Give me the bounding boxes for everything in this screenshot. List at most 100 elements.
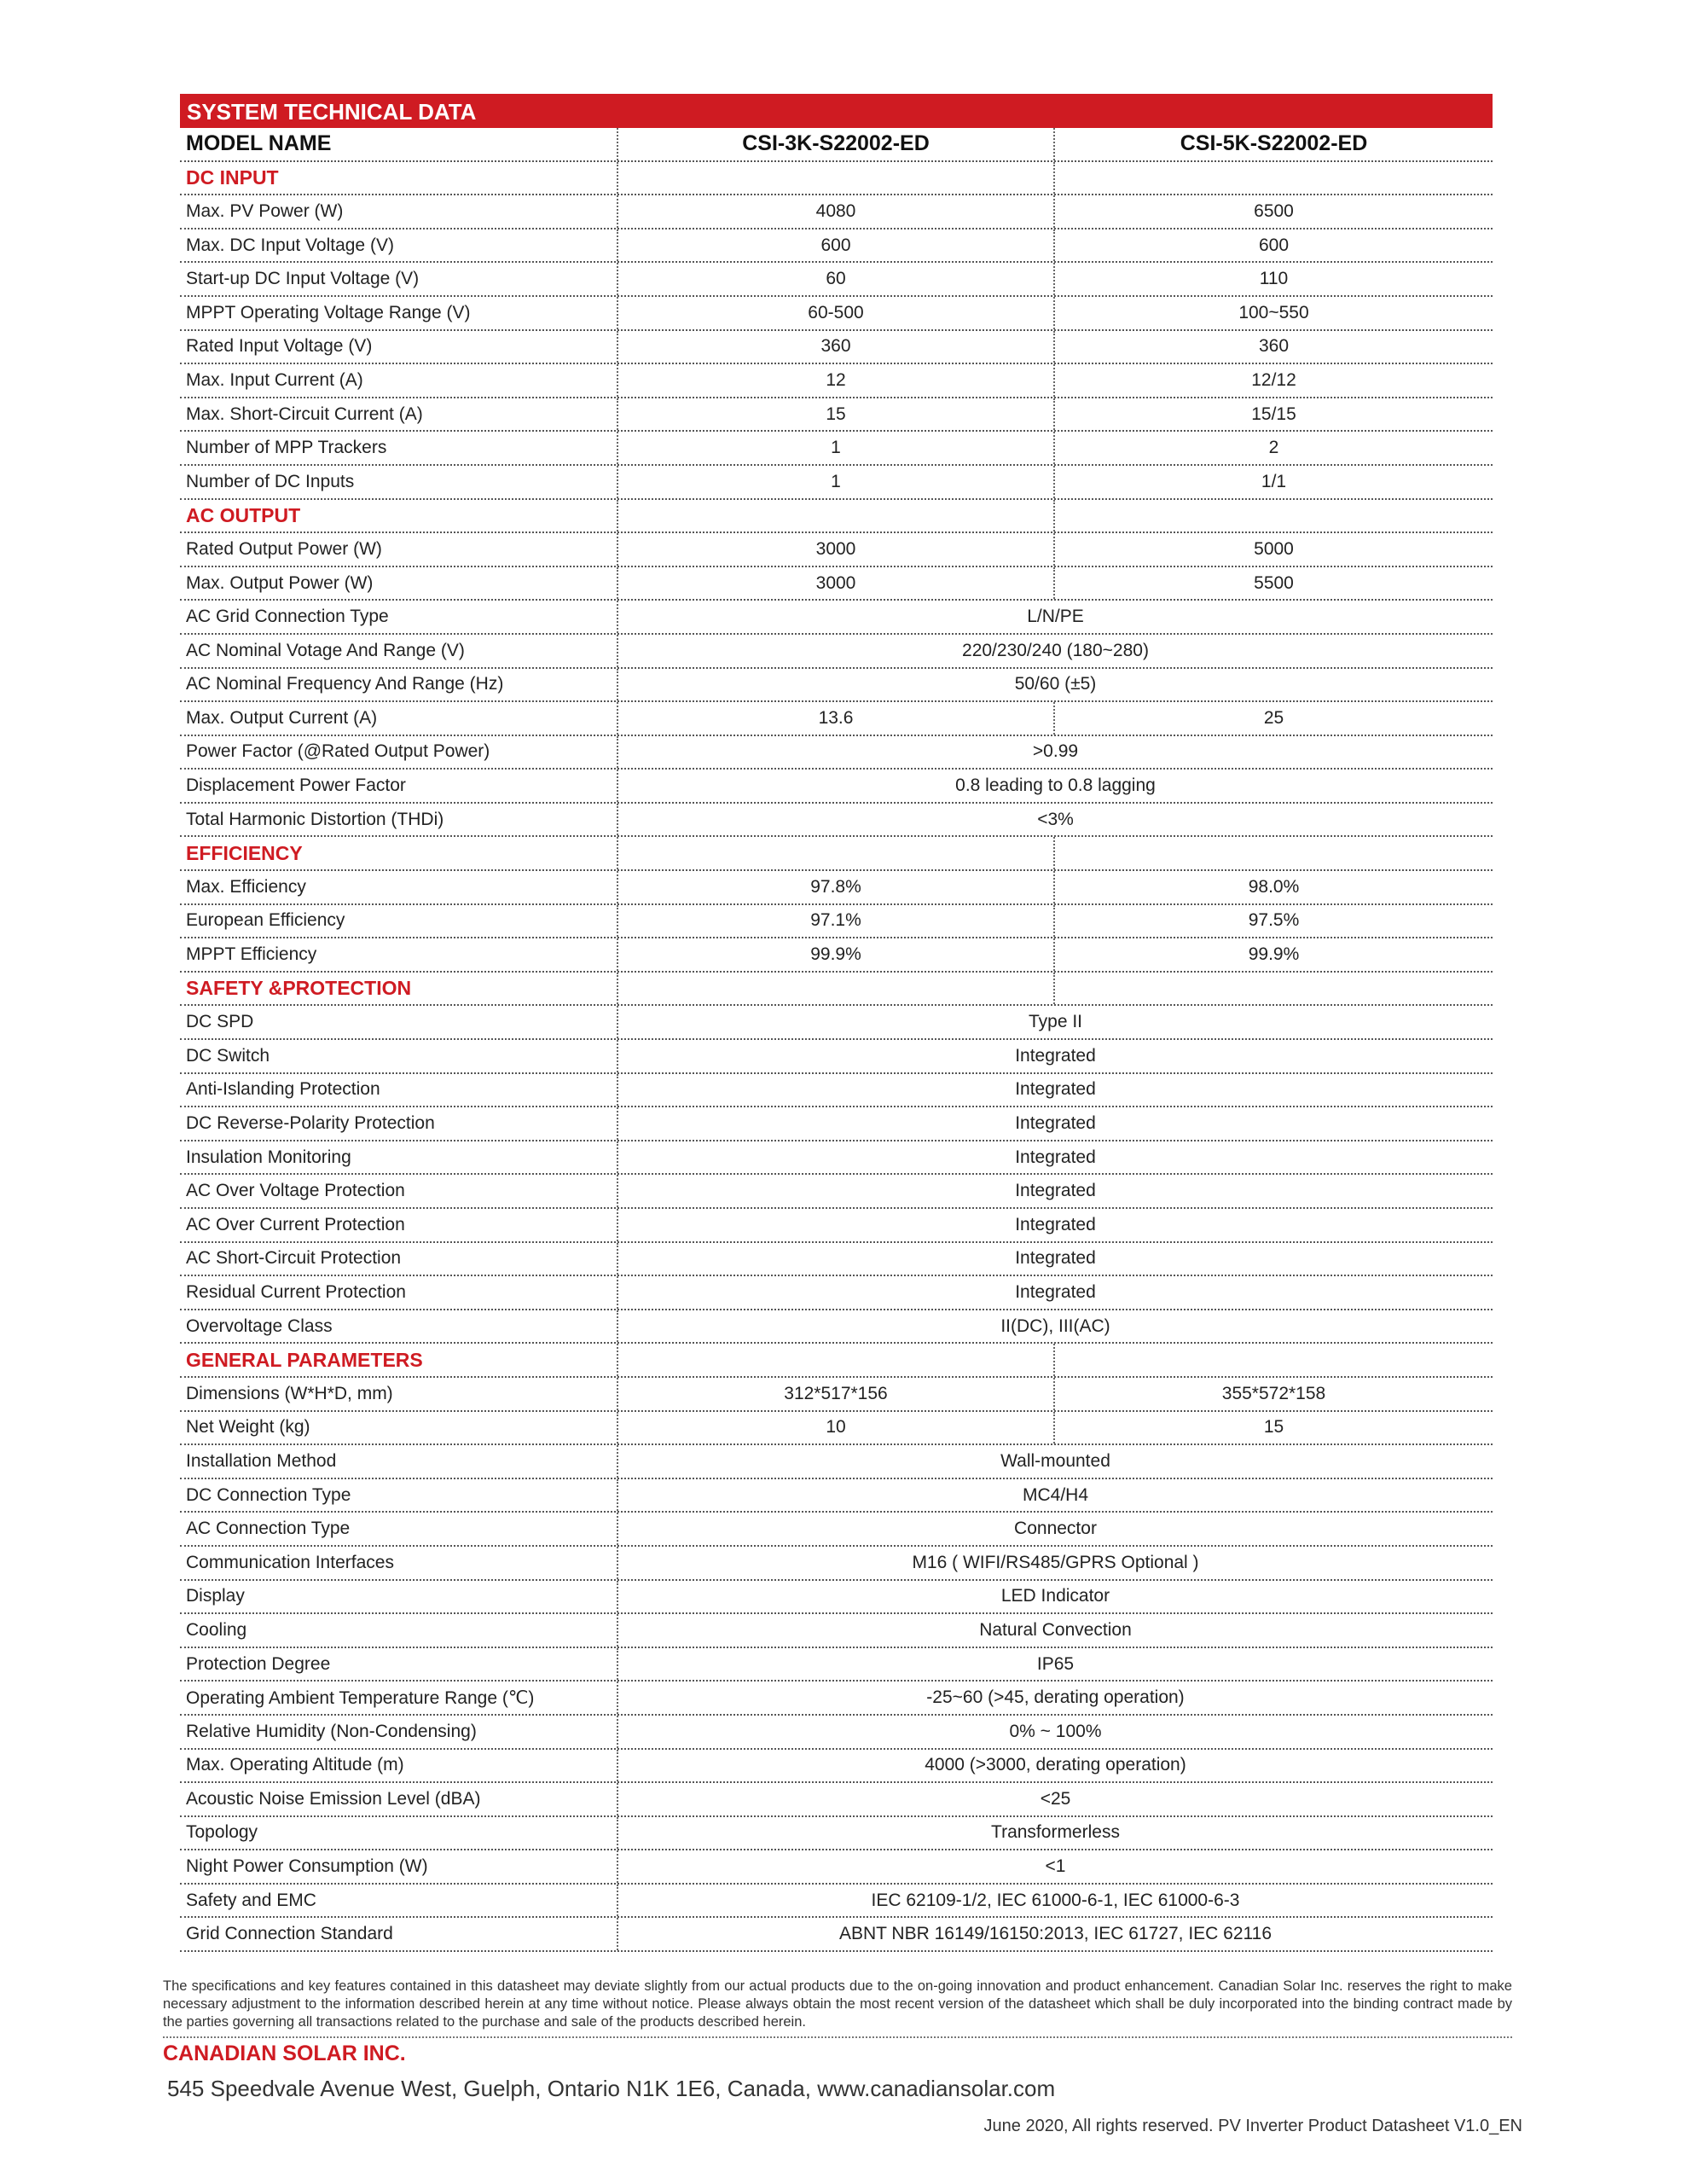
empty-cell bbox=[1055, 837, 1493, 869]
row-label: Operating Ambient Temperature Range (℃) bbox=[180, 1682, 618, 1714]
value-shared: Natural Convection bbox=[979, 1619, 1132, 1640]
row-label: Number of DC Inputs bbox=[180, 465, 618, 498]
row-label: Max. Input Current (A) bbox=[180, 364, 618, 397]
value-shared: Integrated bbox=[1015, 1248, 1096, 1269]
table-row: Insulation Monitoring Integrated bbox=[180, 1141, 1493, 1176]
table-row: Max. Operating Altitude (m) 4000 (>3000, … bbox=[180, 1749, 1493, 1784]
row-label: AC Nominal Frequency And Range (Hz) bbox=[180, 668, 618, 701]
row-label: Relative Humidity (Non-Condensing) bbox=[180, 1715, 618, 1748]
empty-cell bbox=[1055, 162, 1493, 195]
row-label: Protection Degree bbox=[180, 1647, 618, 1681]
row-label: DC Switch bbox=[180, 1040, 618, 1072]
section-title: AC OUTPUT bbox=[180, 499, 618, 532]
table-row: Protection Degree IP65 bbox=[180, 1647, 1493, 1682]
section-header: DC INPUT bbox=[180, 161, 1493, 196]
row-label: AC Over Current Protection bbox=[180, 1209, 618, 1241]
company-address: 545 Speedvale Avenue West, Guelph, Ontar… bbox=[167, 2076, 1056, 2101]
value-5k: 1/1 bbox=[1261, 471, 1287, 491]
value-3k: 1 bbox=[618, 465, 1055, 498]
value-5k: 6500 bbox=[1254, 200, 1294, 221]
empty-cell bbox=[1055, 500, 1493, 532]
table-row: Max. PV Power (W) 4080 6500 bbox=[180, 195, 1493, 229]
value-shared: Connector bbox=[1014, 1519, 1097, 1539]
row-label: DC Reverse-Polarity Protection bbox=[180, 1107, 618, 1140]
empty-cell bbox=[1055, 1344, 1493, 1376]
row-label: Anti-Islanding Protection bbox=[180, 1073, 618, 1107]
section-title: GENERAL PARAMETERS bbox=[180, 1344, 618, 1376]
value-5k: 15/15 bbox=[1251, 404, 1296, 424]
value-shared: M16 ( WIFI/RS485/GPRS Optional ) bbox=[912, 1552, 1199, 1572]
table-row: Max. Output Current (A) 13.6 25 bbox=[180, 702, 1493, 736]
table-row: Display LED Indicator bbox=[180, 1580, 1493, 1615]
value-3k: 1 bbox=[618, 432, 1055, 464]
table-row: Rated Output Power (W) 3000 5000 bbox=[180, 533, 1493, 567]
table-row: MPPT Efficiency 99.9% 99.9% bbox=[180, 938, 1493, 973]
row-label: Power Factor (@Rated Output Power) bbox=[180, 735, 618, 769]
row-label: Residual Current Protection bbox=[180, 1276, 618, 1309]
table-row: Max. Output Power (W) 3000 5500 bbox=[180, 566, 1493, 601]
value-shared: IEC 62109-1/2, IEC 61000-6-1, IEC 61000-… bbox=[871, 1890, 1240, 1910]
table-row: AC Grid Connection Type L/N/PE bbox=[180, 601, 1493, 635]
table-row: MPPT Operating Voltage Range (V) 60-500 10… bbox=[180, 296, 1493, 331]
table-row: Residual Current Protection Integrated bbox=[180, 1276, 1493, 1310]
table-row: DC Switch Integrated bbox=[180, 1040, 1493, 1074]
value-shared: <3% bbox=[1037, 809, 1074, 829]
value-3k: 13.6 bbox=[618, 702, 1055, 735]
table-row: Anti-Islanding Protection Integrated bbox=[180, 1073, 1493, 1108]
value-3k: 4080 bbox=[618, 195, 1055, 228]
empty-cell bbox=[1055, 973, 1493, 1005]
value-3k: 60 bbox=[618, 263, 1055, 295]
model-name-row: MODEL NAME CSI-3K-S22002-ED CSI-5K-S2200… bbox=[180, 128, 1493, 162]
row-label: Communication Interfaces bbox=[180, 1546, 618, 1579]
table-title: SYSTEM TECHNICAL DATA bbox=[180, 94, 1493, 128]
row-label: AC Over Voltage Protection bbox=[180, 1175, 618, 1207]
value-3k: 12 bbox=[618, 364, 1055, 397]
table-row: Topology Transformerless bbox=[180, 1816, 1493, 1851]
model-3k: CSI-3K-S22002-ED bbox=[618, 128, 1055, 160]
table-row: Net Weight (kg) 10 15 bbox=[180, 1411, 1493, 1446]
table-row: Max. Efficiency 97.8% 98.0% bbox=[180, 871, 1493, 905]
row-label: Overvoltage Class bbox=[180, 1310, 618, 1343]
value-3k: 360 bbox=[618, 330, 1055, 363]
row-label: Installation Method bbox=[180, 1445, 618, 1478]
empty-cell bbox=[618, 161, 1055, 195]
value-shared: Integrated bbox=[1015, 1045, 1096, 1066]
row-label: Start-up DC Input Voltage (V) bbox=[180, 263, 618, 295]
row-label: Safety and EMC bbox=[180, 1884, 618, 1917]
table-row: DC SPD Type II bbox=[180, 1006, 1493, 1041]
value-shared: ABNT NBR 16149/16150:2013, IEC 61727, IE… bbox=[838, 1924, 1272, 1944]
value-shared: Transformerless bbox=[991, 1822, 1120, 1843]
disclaimer-text: The specifications and key features cont… bbox=[163, 1978, 1512, 2038]
table-row: Communication Interfaces M16 ( WIFI/RS485… bbox=[180, 1546, 1493, 1581]
row-label: Total Harmonic Distortion (THDi) bbox=[180, 803, 618, 836]
table-row: AC Over Voltage Protection Integrated bbox=[180, 1175, 1493, 1209]
row-label: Dimensions (W*H*D, mm) bbox=[180, 1377, 618, 1410]
value-shared: Integrated bbox=[1015, 1181, 1096, 1201]
table-row: DC Reverse-Polarity Protection Integrated bbox=[180, 1107, 1493, 1141]
value-shared: Integrated bbox=[1015, 1113, 1096, 1134]
value-3k: 60-500 bbox=[618, 296, 1055, 329]
row-label: AC Short-Circuit Protection bbox=[180, 1242, 618, 1275]
table-row: Number of DC Inputs 1 1/1 bbox=[180, 465, 1493, 500]
row-label: Insulation Monitoring bbox=[180, 1141, 618, 1174]
value-shared: IP65 bbox=[1036, 1653, 1075, 1674]
row-label: Grid Connection Standard bbox=[180, 1918, 618, 1951]
table-row: DC Connection Type MC4/H4 bbox=[180, 1478, 1493, 1513]
value-3k: 97.1% bbox=[618, 904, 1055, 938]
row-label: MPPT Operating Voltage Range (V) bbox=[180, 296, 618, 329]
section-title: SAFETY &PROTECTION bbox=[180, 972, 618, 1005]
value-5k: 99.9% bbox=[1248, 944, 1300, 965]
row-label: Net Weight (kg) bbox=[180, 1411, 618, 1444]
row-label: MPPT Efficiency bbox=[180, 938, 618, 971]
value-shared: 0% ~ 100% bbox=[1009, 1721, 1102, 1741]
value-5k: 12/12 bbox=[1251, 369, 1296, 390]
row-label: Night Power Consumption (W) bbox=[180, 1850, 618, 1883]
value-5k: 360 bbox=[1258, 336, 1290, 357]
table-row: Number of MPP Trackers 1 2 bbox=[180, 432, 1493, 466]
section-header: GENERAL PARAMETERS bbox=[180, 1344, 1493, 1378]
value-shared: >0.99 bbox=[1032, 741, 1079, 762]
table-row: Max. Input Current (A) 12 12/12 bbox=[180, 364, 1493, 398]
row-label: Max. Efficiency bbox=[180, 871, 618, 903]
value-3k: 3000 bbox=[618, 533, 1055, 566]
table-row: Rated Input Voltage (V) 360 360 bbox=[180, 330, 1493, 365]
